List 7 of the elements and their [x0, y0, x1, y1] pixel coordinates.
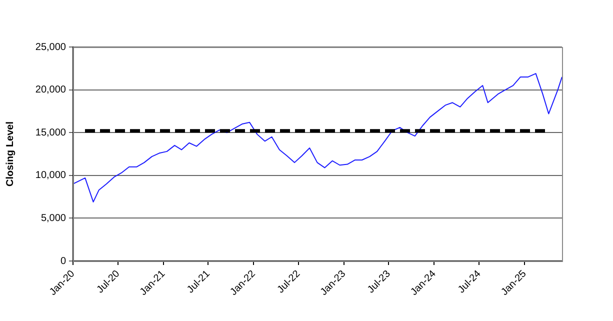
y-tick-label: 5,000 [40, 212, 66, 224]
y-tick-label: 20,000 [35, 84, 66, 96]
y-axis-title: Closing Level [4, 121, 16, 187]
y-tick-label: 0 [60, 256, 66, 267]
y-tick-label: 25,000 [35, 42, 66, 53]
y-tick-label: 15,000 [35, 127, 66, 138]
y-tick-label: 10,000 [35, 170, 66, 182]
